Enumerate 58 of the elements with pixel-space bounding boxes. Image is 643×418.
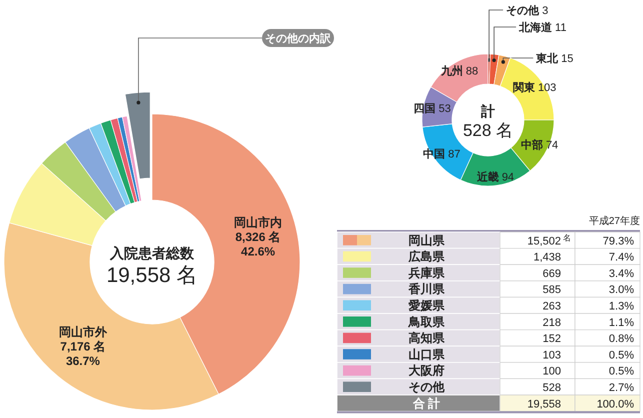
slice-label: 関東 (512, 81, 536, 94)
data-label: 100.0% (596, 398, 634, 410)
slice-label: 北海道 (518, 21, 554, 34)
data-label: 94 (502, 172, 514, 184)
data-label: 1,438 (533, 252, 561, 264)
data-label: 53 (438, 103, 451, 116)
category-label: 合 計 (412, 396, 440, 410)
text: その他の内訳 (265, 32, 332, 45)
slice-label: 中部 (520, 138, 543, 152)
data-label: 152 (542, 333, 561, 346)
data-label: 79.3% (602, 235, 634, 248)
category-label: 兵庫県 (408, 266, 446, 280)
slice-label: 岡山市外 (58, 325, 108, 340)
category-label: 大阪府 (408, 364, 444, 378)
category-label: 香川県 (408, 282, 446, 296)
data-label: 1.3% (608, 300, 634, 312)
data-label: 7.4% (608, 252, 634, 264)
data-label: 19,558 (527, 398, 561, 410)
data-label: 103 (542, 349, 561, 362)
slice-label: 近畿 (476, 170, 499, 184)
data-label: 218 (542, 316, 561, 329)
data-label: 15 (561, 53, 574, 65)
data-label: 0.5% (608, 349, 634, 362)
slice-label: 岡山市内 (234, 216, 282, 230)
data-label: 3 (542, 5, 548, 17)
text: 平成27年度 (588, 215, 640, 227)
text: 入院患者総数 (109, 245, 195, 261)
data-label: 2.7% (608, 382, 634, 394)
data-label: 3.4% (608, 268, 634, 280)
data-label: 11 (555, 22, 566, 34)
category-label: 愛媛県 (408, 298, 446, 312)
category-label: 岡山県 (408, 233, 446, 248)
slice-label: 東北 (535, 52, 560, 65)
category-label: 山口県 (408, 347, 446, 362)
data-label: 528 (542, 382, 561, 394)
data-label: 15,502 (527, 235, 561, 248)
text: 528 名 (462, 121, 514, 140)
text: 19,558 名 (106, 264, 198, 287)
data-label: 7,176 名 36.7% (60, 340, 106, 368)
data-label: 0.8% (608, 333, 634, 346)
slice-label: 九州 (440, 64, 463, 78)
data-label: 87 (448, 148, 460, 160)
data-label: 8,326 名 42.6% (235, 230, 281, 258)
data-label: 585 (542, 284, 561, 296)
slice-label: その他 (506, 4, 540, 17)
data-label: 669 (542, 268, 561, 280)
data-label: 263 (542, 300, 561, 312)
text: 名 (563, 233, 571, 242)
data-label: 0.5% (608, 366, 634, 378)
category-label: 鳥取県 (408, 314, 446, 329)
data-label: 100 (542, 366, 561, 378)
text: 計 (480, 103, 495, 119)
category-label: 高知県 (408, 331, 446, 346)
data-label: 3.0% (608, 284, 634, 296)
category-label: 広島県 (408, 250, 446, 264)
data-label: 1.1% (608, 316, 634, 329)
data-label: 88 (466, 66, 478, 78)
category-label: その他 (408, 380, 446, 394)
